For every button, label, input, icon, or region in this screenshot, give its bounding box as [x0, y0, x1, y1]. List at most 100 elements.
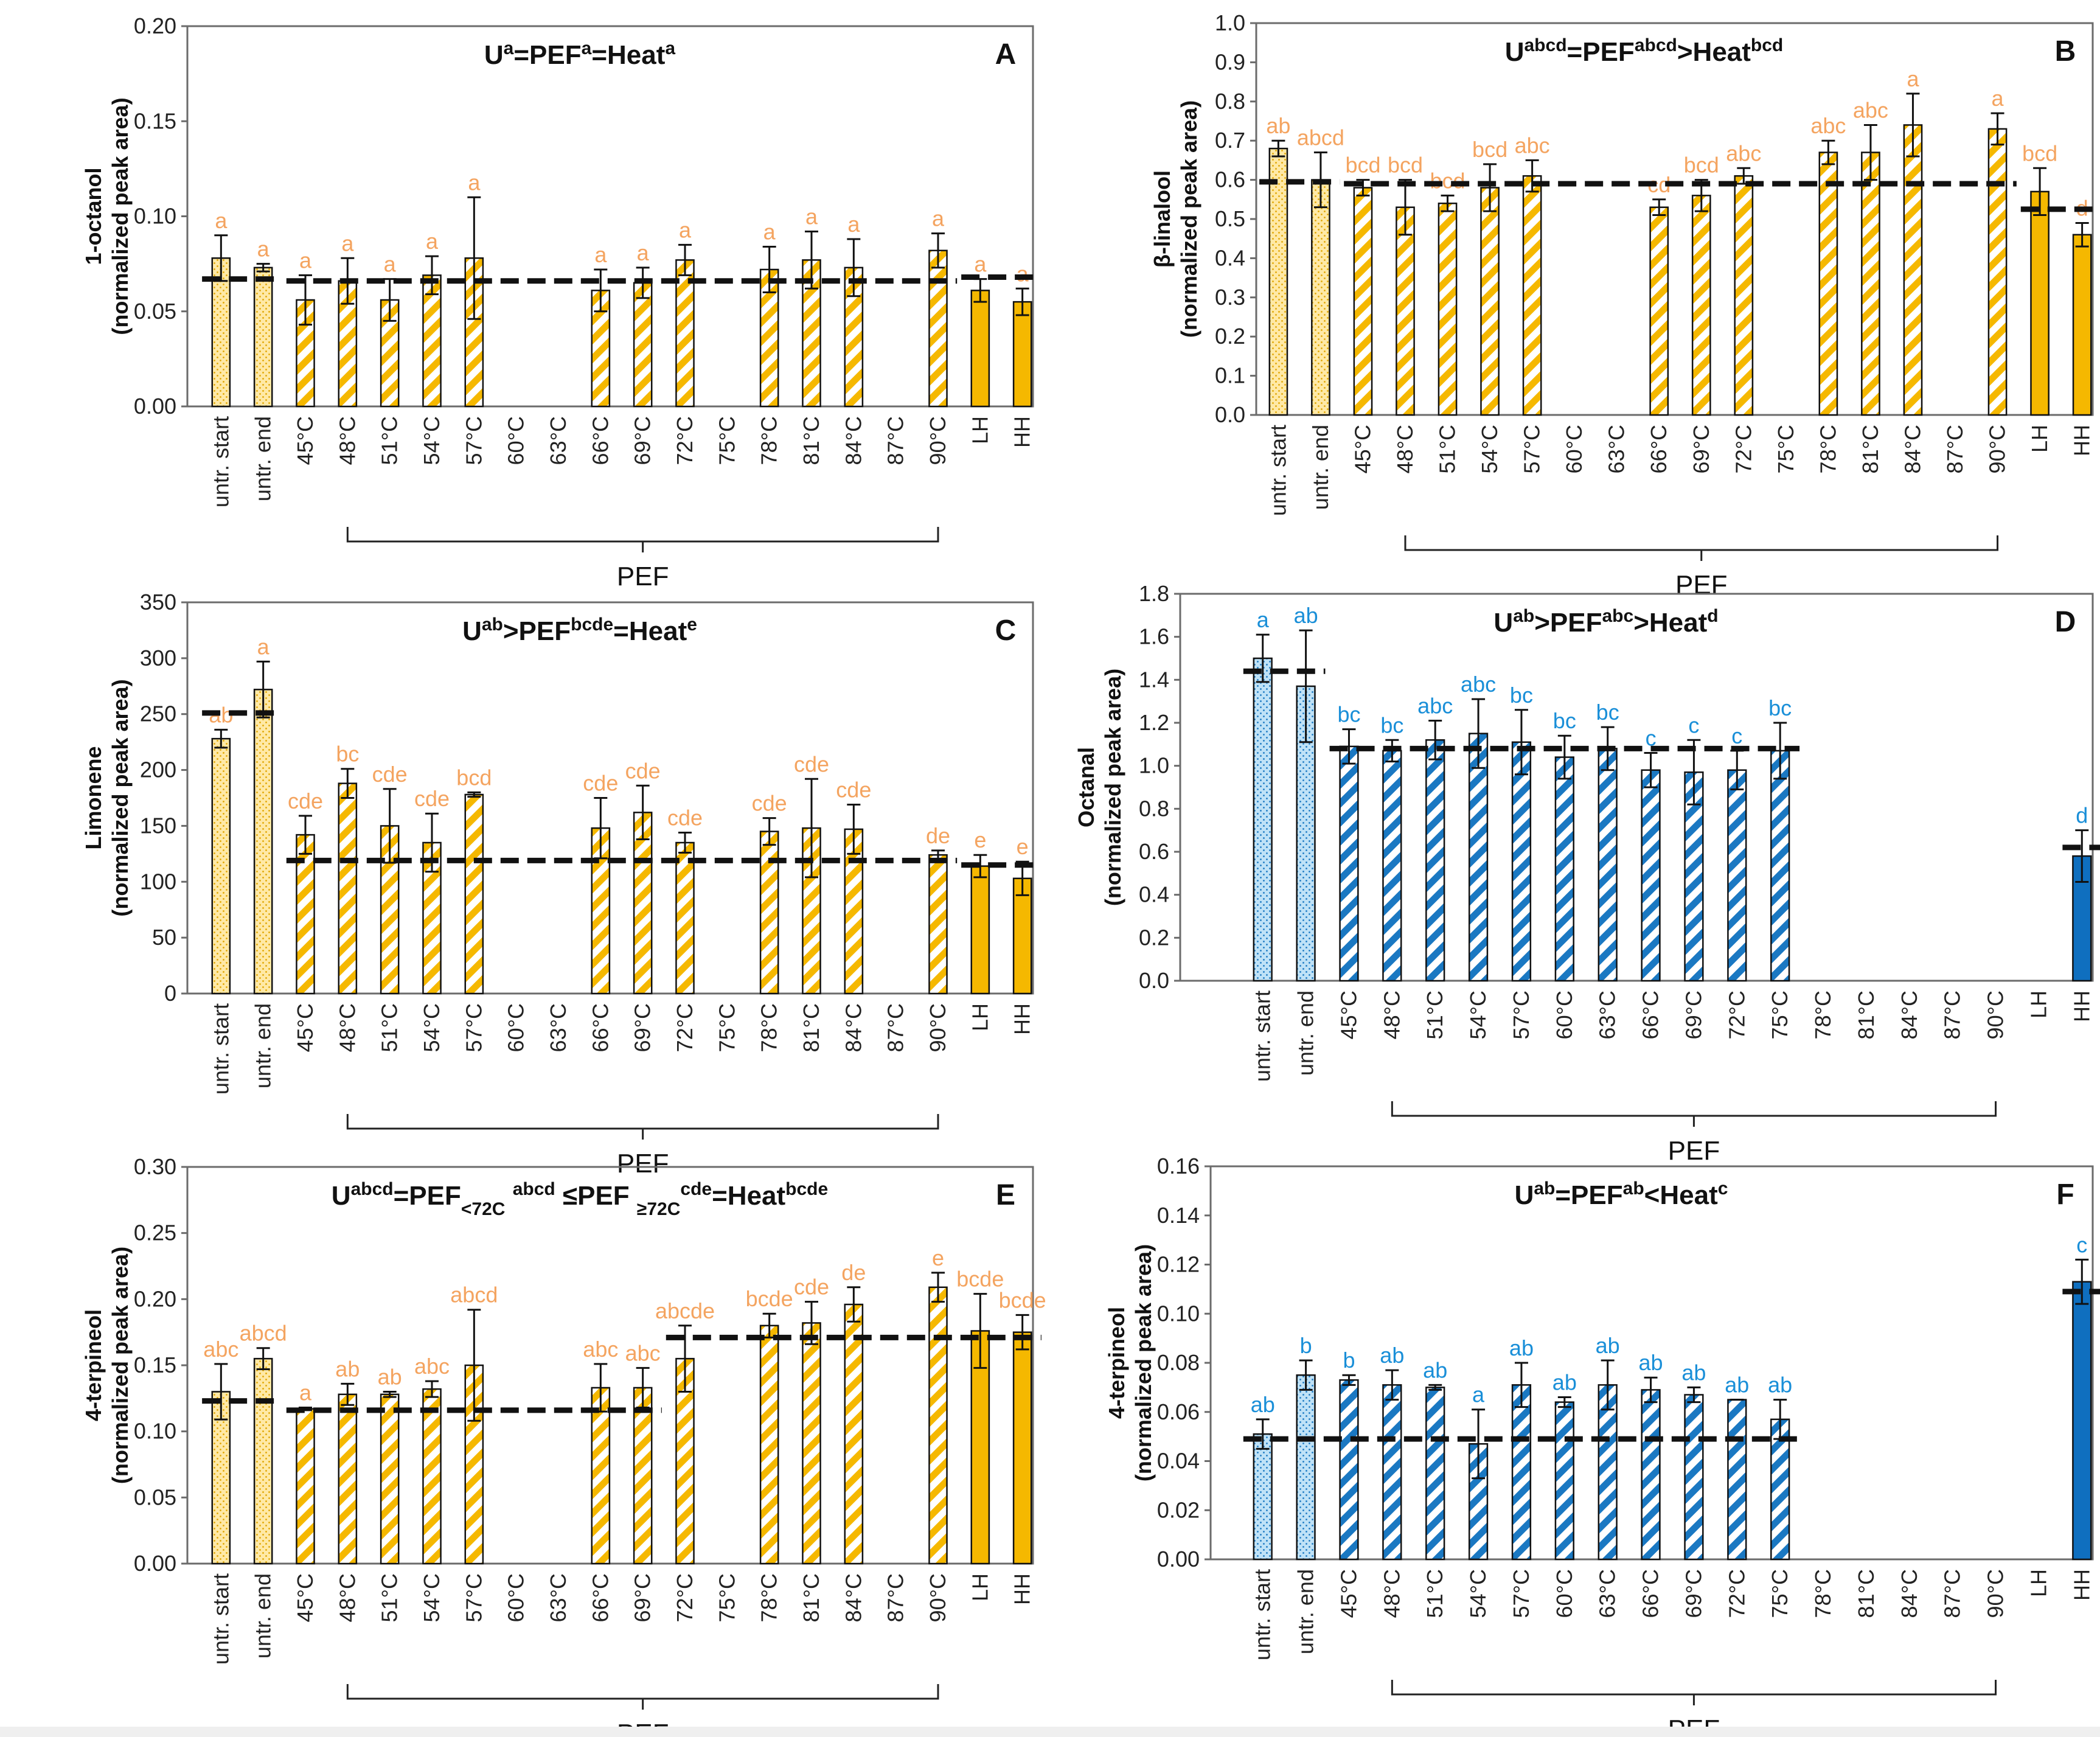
x-tick-label: untr. start	[208, 416, 233, 507]
x-tick-label: LH	[2027, 425, 2052, 453]
chart-title: Uab>PEFbcde=Heate	[462, 614, 697, 647]
significance-letter: abc	[203, 1337, 238, 1362]
significance-letter: abc	[583, 1337, 618, 1362]
bar	[1641, 1389, 1661, 1561]
bar	[1598, 1384, 1618, 1561]
y-tick-label: 0.30	[134, 1154, 176, 1179]
x-tick-label: 75°C	[714, 1573, 739, 1622]
significance-letter: ab	[1423, 1357, 1447, 1382]
x-tick-label: 57°C	[1509, 1569, 1534, 1618]
x-tick-label: 57°C	[461, 1573, 486, 1622]
bar	[422, 274, 442, 408]
x-tick-label: 78°C	[757, 1003, 782, 1052]
significance-letter: abc	[414, 1354, 450, 1379]
bar	[1770, 1418, 1790, 1561]
plot-frame	[1179, 593, 2094, 982]
x-tick-label: 48°C	[335, 1573, 360, 1622]
x-tick-label: untr. start	[1250, 990, 1275, 1082]
significance-letter: ab	[1509, 1335, 1534, 1360]
x-tick-label: 51°C	[1435, 425, 1460, 473]
y-tick-label: 0.2	[1215, 324, 1245, 349]
significance-letter: de	[841, 1260, 866, 1285]
chart-panel-e: 0.00 0.05 0.10 0.15 0.20 0.25 0.30 4-terpineol(…	[81, 1154, 1046, 1737]
x-tick-label: untr. end	[251, 1573, 276, 1659]
significance-letter: bcde	[999, 1287, 1046, 1312]
y-tick-label: 100	[140, 869, 176, 894]
significance-letter: a	[637, 240, 650, 265]
significance-letter: a	[1017, 261, 1029, 286]
bar	[802, 1322, 821, 1565]
x-tick-label: 72°C	[1724, 1569, 1749, 1618]
bar	[1684, 771, 1704, 982]
pef-bracket	[346, 1114, 939, 1140]
x-tick-label: 54°C	[1477, 425, 1502, 473]
panel-letter: E	[996, 1179, 1015, 1211]
x-tick-label: 51°C	[1422, 1569, 1447, 1618]
x-tick-label: untr. start	[208, 1003, 233, 1095]
significance-letter: bc	[1768, 695, 1792, 720]
significance-letter: e	[932, 1245, 944, 1270]
y-tick-label: 0.4	[1139, 882, 1169, 907]
significance-letter: bcd	[456, 765, 492, 790]
bar	[464, 793, 484, 995]
significance-letter: a	[805, 204, 818, 229]
bar	[759, 830, 779, 995]
x-tick-label: HH	[2069, 990, 2094, 1022]
panel-letter: C	[995, 614, 1017, 647]
y-tick-label: 300	[140, 646, 176, 670]
significance-letter: b	[1300, 1333, 1312, 1358]
x-tick-label: 60°C	[1562, 425, 1587, 473]
bar	[2072, 234, 2092, 416]
y-tick-label: 0.0	[1139, 968, 1169, 993]
significance-letter: cde	[288, 788, 323, 813]
x-tick-label: 84°C	[841, 416, 866, 465]
significance-letter: a	[384, 252, 397, 277]
significance-letter: ab	[378, 1364, 402, 1389]
x-tick-label: 72°C	[672, 1003, 697, 1052]
x-tick-label: LH	[2026, 990, 2051, 1018]
bar	[1480, 187, 1500, 416]
y-tick-label: 0.00	[134, 1551, 176, 1576]
x-tick-label: 66°C	[1638, 1569, 1663, 1618]
pef-bracket-label: PEF	[617, 562, 669, 591]
x-tick-label: 72°C	[1731, 425, 1756, 473]
y-tick-label: 0.0	[1215, 402, 1245, 427]
bar	[1311, 179, 1330, 416]
pef-bracket-label: PEF	[617, 1149, 669, 1178]
bar	[1861, 151, 1880, 416]
bottom-strip	[0, 1727, 2100, 1737]
x-tick-label: 54°C	[1465, 1569, 1490, 1618]
x-tick-label: 78°C	[1810, 1569, 1835, 1618]
bar	[1684, 1394, 1704, 1561]
x-tick-label: 60°C	[504, 1003, 529, 1052]
bar	[1903, 124, 1923, 416]
bar	[1770, 750, 1790, 982]
y-tick-label: 0.02	[1157, 1497, 1200, 1522]
y-tick-label: 0.14	[1157, 1203, 1200, 1228]
y-tick-label: 0.20	[134, 13, 176, 38]
x-tick-label: 81°C	[1858, 425, 1883, 473]
x-tick-label: 75°C	[714, 1003, 739, 1052]
bar	[1425, 1387, 1445, 1561]
x-tick-label: 66°C	[588, 416, 613, 465]
x-tick-label: HH	[1010, 1003, 1035, 1035]
panel-letter: D	[2055, 606, 2076, 638]
y-tick-label: 0.10	[134, 204, 176, 229]
bar	[1253, 1433, 1273, 1561]
x-tick-label: 45°C	[293, 1003, 318, 1052]
pef-bracket	[1404, 535, 1999, 561]
x-tick-label: 69°C	[630, 1003, 655, 1052]
bar	[1691, 195, 1711, 416]
significance-letter: bcd	[1430, 168, 1465, 193]
significance-letter: c	[1731, 723, 1742, 748]
bar	[338, 1393, 358, 1565]
y-axis-label-unit: (normalized peak area)	[108, 679, 133, 916]
significance-letter: abc	[1810, 113, 1846, 138]
significance-letter: b	[1343, 1348, 1355, 1373]
y-tick-label: 0.08	[1157, 1350, 1200, 1375]
y-tick-label: 1.6	[1139, 624, 1169, 649]
panel-letter: B	[2055, 35, 2076, 68]
y-axis-label-unit: (normalized peak area)	[1100, 669, 1125, 906]
x-tick-label: 75°C	[1773, 425, 1798, 473]
x-tick-label: 60°C	[1552, 990, 1577, 1039]
